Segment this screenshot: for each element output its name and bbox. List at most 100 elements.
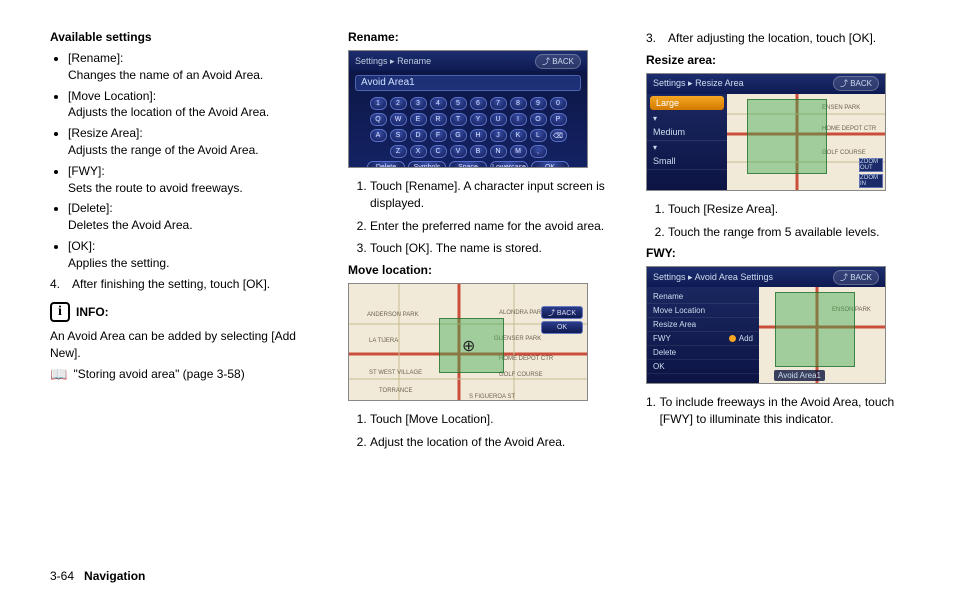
step-3: 3. After adjusting the location, touch [… xyxy=(646,30,914,47)
item-desc: Sets the route to avoid freeways. xyxy=(68,180,318,197)
keyboard-key[interactable]: V xyxy=(450,145,467,158)
keyboard-key[interactable]: K xyxy=(510,129,527,142)
svg-text:ANDERSON PARK: ANDERSON PARK xyxy=(367,312,419,318)
keyboard-key[interactable]: T xyxy=(450,113,467,126)
keyboard-key[interactable]: X xyxy=(410,145,427,158)
avoid-area-label: Avoid Area1 xyxy=(774,370,825,381)
keyboard-key[interactable]: J xyxy=(490,129,507,142)
keyboard-key[interactable]: L xyxy=(530,129,547,142)
list-item: [OK]: Applies the setting. xyxy=(68,238,318,272)
keyboard-key[interactable]: 5 xyxy=(450,97,467,110)
keyboard-key[interactable]: E xyxy=(410,113,427,126)
size-large[interactable]: Large xyxy=(650,96,724,110)
text-input[interactable]: Avoid Area1 xyxy=(355,75,581,91)
set-delete[interactable]: Delete xyxy=(647,346,759,360)
keyboard-key[interactable]: 0 xyxy=(550,97,567,110)
column-3: 3. After adjusting the location, touch [… xyxy=(646,30,914,457)
set-ok[interactable]: OK xyxy=(647,360,759,374)
step: Touch the range from 5 available levels. xyxy=(668,224,914,241)
keyboard-key[interactable]: O xyxy=(530,113,547,126)
zoom-out-button[interactable]: ZOOM OUT xyxy=(859,158,883,172)
keyboard-button[interactable]: Lowercase xyxy=(490,161,528,168)
keyboard-key[interactable]: M xyxy=(510,145,527,158)
move-heading: Move location: xyxy=(348,263,616,277)
screenshot-titlebar: Settings ▸ Resize Area ⤴ BACK xyxy=(647,74,885,94)
list-item: [Delete]: Deletes the Avoid Area. xyxy=(68,200,318,234)
keyboard-key[interactable]: F xyxy=(430,129,447,142)
keyboard-key[interactable]: N xyxy=(490,145,507,158)
keyboard-key[interactable]: A xyxy=(370,129,387,142)
section-name: Navigation xyxy=(84,569,145,583)
keyboard-key[interactable]: U xyxy=(490,113,507,126)
size-panel: Large ▾ Medium ▾ Small xyxy=(647,94,727,190)
keyboard-key[interactable]: 8 xyxy=(510,97,527,110)
keyboard-button[interactable]: Delete xyxy=(367,161,405,168)
item-desc: Adjusts the location of the Avoid Area. xyxy=(68,104,318,121)
keyboard-button[interactable]: OK xyxy=(531,161,569,168)
list-item: [FWY]: Sets the route to avoid freeways. xyxy=(68,163,318,197)
set-resize[interactable]: Resize Area xyxy=(647,318,759,332)
keyboard-key[interactable]: R xyxy=(430,113,447,126)
keyboard-key[interactable]: Z xyxy=(390,145,407,158)
step: Touch [Resize Area]. xyxy=(668,201,914,218)
keyboard-key[interactable]: 6 xyxy=(470,97,487,110)
keyboard-key[interactable]: W xyxy=(390,113,407,126)
list-item: [Rename]: Changes the name of an Avoid A… xyxy=(68,50,318,84)
step-number: 3. xyxy=(646,30,668,47)
item-desc: Changes the name of an Avoid Area. xyxy=(68,67,318,84)
keyboard-key[interactable]: Q xyxy=(370,113,387,126)
resize-screenshot: Settings ▸ Resize Area ⤴ BACK ENSEN PARK… xyxy=(646,73,886,191)
size-small[interactable]: Small xyxy=(647,154,727,170)
keyboard-key[interactable]: 7 xyxy=(490,97,507,110)
keyboard-button[interactable]: Symbols xyxy=(408,161,446,168)
crosshair-icon[interactable]: ⊕ xyxy=(462,336,475,356)
zoom-in-button[interactable]: ZOOM IN xyxy=(859,174,883,188)
settings-panel: Rename Move Location Resize Area FWYAdd … xyxy=(647,287,759,383)
set-move[interactable]: Move Location xyxy=(647,304,759,318)
page-footer: 3-64 Navigation xyxy=(50,569,145,583)
keyboard-key[interactable]: S xyxy=(390,129,407,142)
keyboard-key[interactable]: H xyxy=(470,129,487,142)
arrow-icon: ▾ xyxy=(647,112,727,125)
resize-steps: Touch [Resize Area]. Touch the range fro… xyxy=(646,201,914,241)
keyboard-key[interactable]: Y xyxy=(470,113,487,126)
back-button[interactable]: ⤴ BACK xyxy=(833,76,879,91)
keyboard-key[interactable]: 4 xyxy=(430,97,447,110)
svg-text:ALONDRA PARK: ALONDRA PARK xyxy=(499,310,545,316)
keyboard-key[interactable]: B xyxy=(470,145,487,158)
add-label: Add xyxy=(739,334,753,343)
move-steps: Touch [Move Location]. Adjust the locati… xyxy=(348,411,616,451)
title-a: Settings xyxy=(653,272,686,282)
indicator-dot-icon xyxy=(729,335,736,342)
keyboard-key[interactable]: ⌫ xyxy=(550,129,567,142)
keyboard-key[interactable]: 2 xyxy=(390,97,407,110)
back-button[interactable]: ⤴ BACK xyxy=(541,306,583,319)
keyboard-key[interactable]: 1 xyxy=(370,97,387,110)
ok-button[interactable]: OK xyxy=(541,321,583,334)
svg-text:GOLF COURSE: GOLF COURSE xyxy=(822,150,866,156)
keyboard-key[interactable]: P xyxy=(550,113,567,126)
keyboard-key[interactable]: I xyxy=(510,113,527,126)
svg-text:S FIGUEROA ST: S FIGUEROA ST xyxy=(469,394,515,400)
title-a: Settings xyxy=(653,78,686,88)
keyboard-key[interactable]: C xyxy=(430,145,447,158)
item-desc: Deletes the Avoid Area. xyxy=(68,217,318,234)
set-rename[interactable]: Rename xyxy=(647,290,759,304)
set-fwy[interactable]: FWYAdd xyxy=(647,332,759,346)
back-button[interactable]: ⤴ BACK xyxy=(833,270,879,285)
keyboard-key[interactable]: D xyxy=(410,129,427,142)
keyboard-key[interactable]: G xyxy=(450,129,467,142)
step: Touch [OK]. The name is stored. xyxy=(370,240,616,257)
keyboard-key[interactable]: 9 xyxy=(530,97,547,110)
back-button[interactable]: ⤴ BACK xyxy=(535,54,581,69)
size-medium[interactable]: Medium xyxy=(647,125,727,141)
screenshot-titlebar: Settings ▸ Avoid Area Settings ⤴ BACK xyxy=(647,267,885,287)
keyboard-button[interactable]: Space xyxy=(449,161,487,168)
keyboard-key[interactable]: , xyxy=(530,145,547,158)
keyboard-key[interactable]: 3 xyxy=(410,97,427,110)
item-desc: Applies the setting. xyxy=(68,255,318,272)
rename-screenshot: Settings ▸ Rename ⤴ BACK Avoid Area1 123… xyxy=(348,50,588,168)
step-4: 4. After finishing the setting, touch [O… xyxy=(50,276,318,293)
svg-text:HOME DEPOT CTR: HOME DEPOT CTR xyxy=(499,356,554,362)
reference-row: 📖 "Storing avoid area" (page 3-58) xyxy=(50,366,318,383)
